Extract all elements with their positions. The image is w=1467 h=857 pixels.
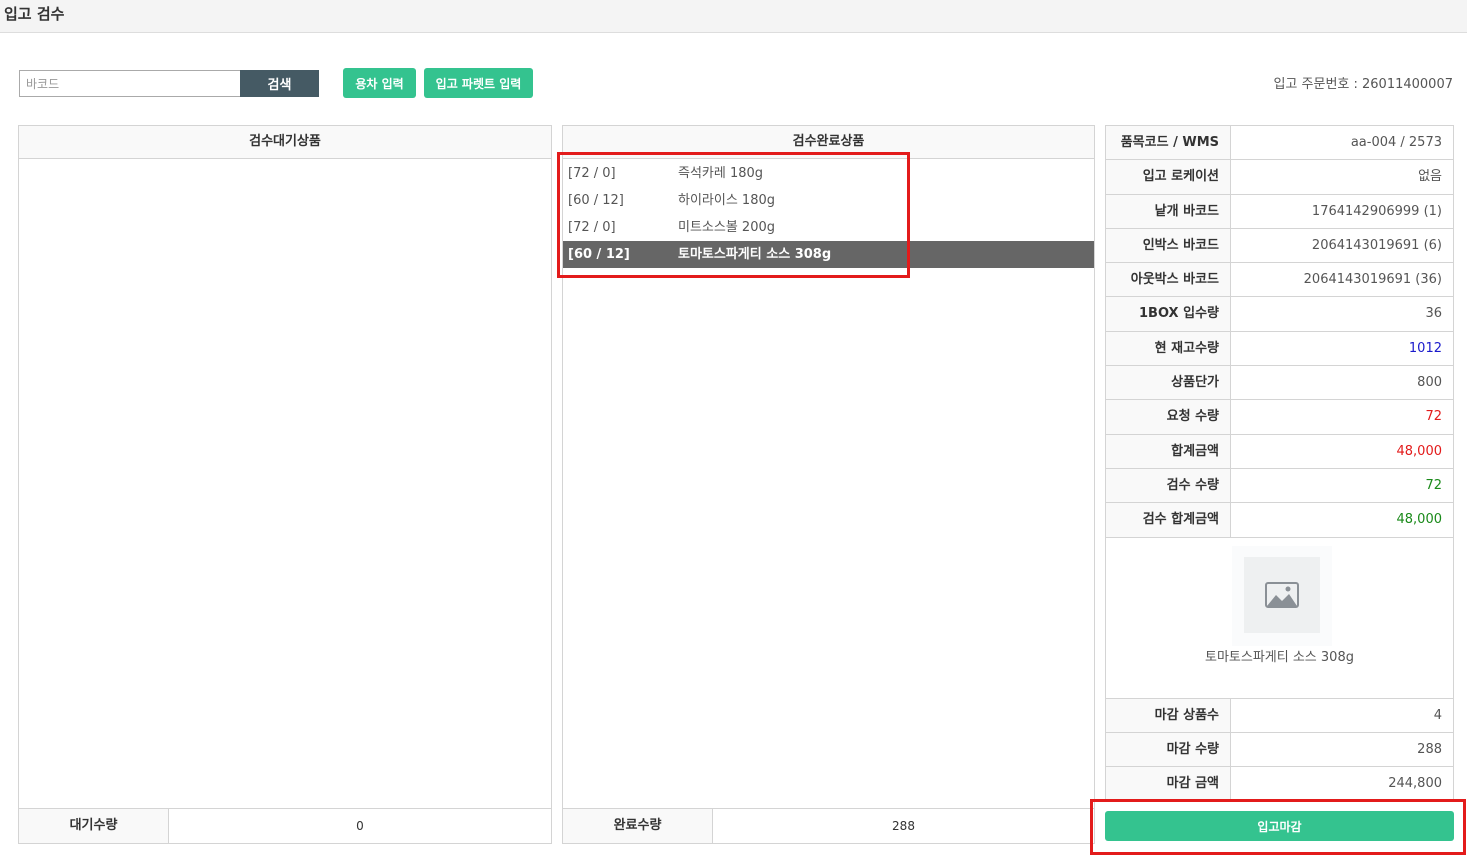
- barcode-input[interactable]: [19, 70, 240, 97]
- completed-panel: 검수완료상품 [72 / 0] 즉석카레 180g [60 / 12] 하이라이스 1…: [562, 125, 1095, 844]
- detail-label: 현 재고수량: [1106, 331, 1231, 366]
- detail-row: 검수 수량 72: [1106, 468, 1453, 504]
- detail-label: 상품단가: [1106, 366, 1231, 400]
- search-button[interactable]: 검색: [240, 70, 319, 97]
- detail-value: 2064143019691 (6): [1311, 237, 1442, 253]
- detail-value: 2064143019691 (36): [1303, 272, 1442, 288]
- completed-panel-title: 검수완료상품: [563, 126, 1094, 159]
- completed-list-item[interactable]: [72 / 0] 즉석카레 180g: [563, 160, 1094, 187]
- detail-label: 합계금액: [1106, 434, 1231, 468]
- detail-label: 마감 수량: [1106, 732, 1231, 767]
- detail-value: 48,000: [1396, 512, 1443, 528]
- detail-row: 아웃박스 바코드 2064143019691 (36): [1106, 263, 1453, 298]
- detail-value: 36: [1425, 306, 1442, 322]
- completed-list: [72 / 0] 즉석카레 180g [60 / 12] 하이라이스 180g [72 …: [563, 159, 1094, 268]
- detail-row: 현 재고수량 1012: [1106, 331, 1453, 367]
- item-name: 하이라이스 180g: [678, 193, 775, 208]
- item-name: 즉석카레 180g: [678, 166, 764, 181]
- item-name: 미트소스볼 200g: [678, 220, 775, 235]
- detail-row: 합계금액 48,000: [1106, 434, 1453, 469]
- detail-value: 48,000: [1396, 443, 1443, 459]
- order-number: 입고 주문번호 : 26011400007: [1273, 77, 1453, 92]
- completed-count-label: 완료수량: [563, 809, 713, 843]
- detail-label: 입고 로케이션: [1106, 160, 1231, 194]
- waiting-count-label: 대기수량: [19, 809, 169, 843]
- detail-value: 1012: [1408, 340, 1442, 356]
- detail-label: 마감 금액: [1106, 767, 1231, 801]
- detail-row: 검수 합계금액 48,000: [1106, 503, 1453, 538]
- waiting-footer: 대기수량 0: [19, 808, 551, 843]
- detail-row: 입고 로케이션 없음: [1106, 160, 1453, 195]
- image-placeholder-icon: [1244, 556, 1320, 633]
- waiting-panel: 검수대기상품 대기수량 0: [18, 125, 552, 844]
- detail-row: 낱개 바코드 1764142906999 (1): [1106, 194, 1453, 229]
- detail-row: 1BOX 입수량 36: [1106, 297, 1453, 332]
- detail-row: 품목코드 / WMS aa-004 / 2573: [1106, 126, 1453, 161]
- detail-value: 72: [1425, 477, 1442, 493]
- vehicle-input-button[interactable]: 용차 입력: [343, 68, 416, 98]
- product-image-area: 토마토스파게티 소스 308g: [1106, 538, 1453, 699]
- completed-list-item[interactable]: [60 / 12] 하이라이스 180g: [563, 187, 1094, 214]
- detail-row: 요청 수량 72: [1106, 400, 1453, 435]
- detail-label: 검수 수량: [1106, 468, 1231, 503]
- detail-row: 마감 상품수 4: [1106, 698, 1453, 733]
- detail-label: 요청 수량: [1106, 400, 1231, 434]
- detail-label: 인박스 바코드: [1106, 228, 1231, 263]
- item-quantity: [60 / 12]: [568, 193, 624, 208]
- detail-row: 인박스 바코드 2064143019691 (6): [1106, 228, 1453, 264]
- detail-value: 800: [1417, 375, 1442, 391]
- pallet-input-button[interactable]: 입고 파렛트 입력: [424, 68, 533, 98]
- completed-list-item[interactable]: [60 / 12] 토마토스파게티 소스 308g: [563, 241, 1094, 268]
- item-quantity: [60 / 12]: [568, 247, 630, 262]
- completed-list-item[interactable]: [72 / 0] 미트소스볼 200g: [563, 214, 1094, 241]
- detail-label: 검수 합계금액: [1106, 503, 1231, 537]
- detail-value: 1764142906999 (1): [1311, 203, 1442, 219]
- detail-label: 마감 상품수: [1106, 698, 1231, 732]
- product-image: [1232, 545, 1332, 646]
- detail-value: 없음: [1418, 169, 1442, 185]
- close-receiving-button[interactable]: 입고마감: [1105, 811, 1454, 841]
- detail-row: 마감 금액 244,800: [1106, 767, 1453, 802]
- completed-count-value: 288: [892, 819, 915, 833]
- detail-value: aa-004 / 2573: [1350, 135, 1442, 150]
- detail-label: 아웃박스 바코드: [1106, 263, 1231, 297]
- detail-row: 마감 수량 288: [1106, 732, 1453, 768]
- detail-value: 4: [1433, 707, 1442, 723]
- item-quantity: [72 / 0]: [568, 220, 616, 235]
- detail-value: 72: [1425, 409, 1442, 425]
- detail-label: 품목코드 / WMS: [1106, 126, 1231, 160]
- page-title: 입고 검수: [4, 5, 65, 23]
- item-name: 토마토스파게티 소스 308g: [678, 247, 832, 262]
- product-name: 토마토스파게티 소스 308g: [1205, 649, 1354, 665]
- detail-value: 288: [1417, 741, 1442, 757]
- detail-label: 낱개 바코드: [1106, 194, 1231, 228]
- waiting-panel-title: 검수대기상품: [19, 126, 551, 159]
- detail-value: 244,800: [1388, 776, 1442, 792]
- detail-label: 1BOX 입수량: [1106, 297, 1231, 331]
- item-quantity: [72 / 0]: [568, 166, 616, 181]
- completed-footer: 완료수량 288: [563, 808, 1094, 843]
- top-bar: 입고 검수: [0, 0, 1467, 33]
- detail-row: 상품단가 800: [1106, 366, 1453, 401]
- waiting-count-value: 0: [356, 819, 364, 833]
